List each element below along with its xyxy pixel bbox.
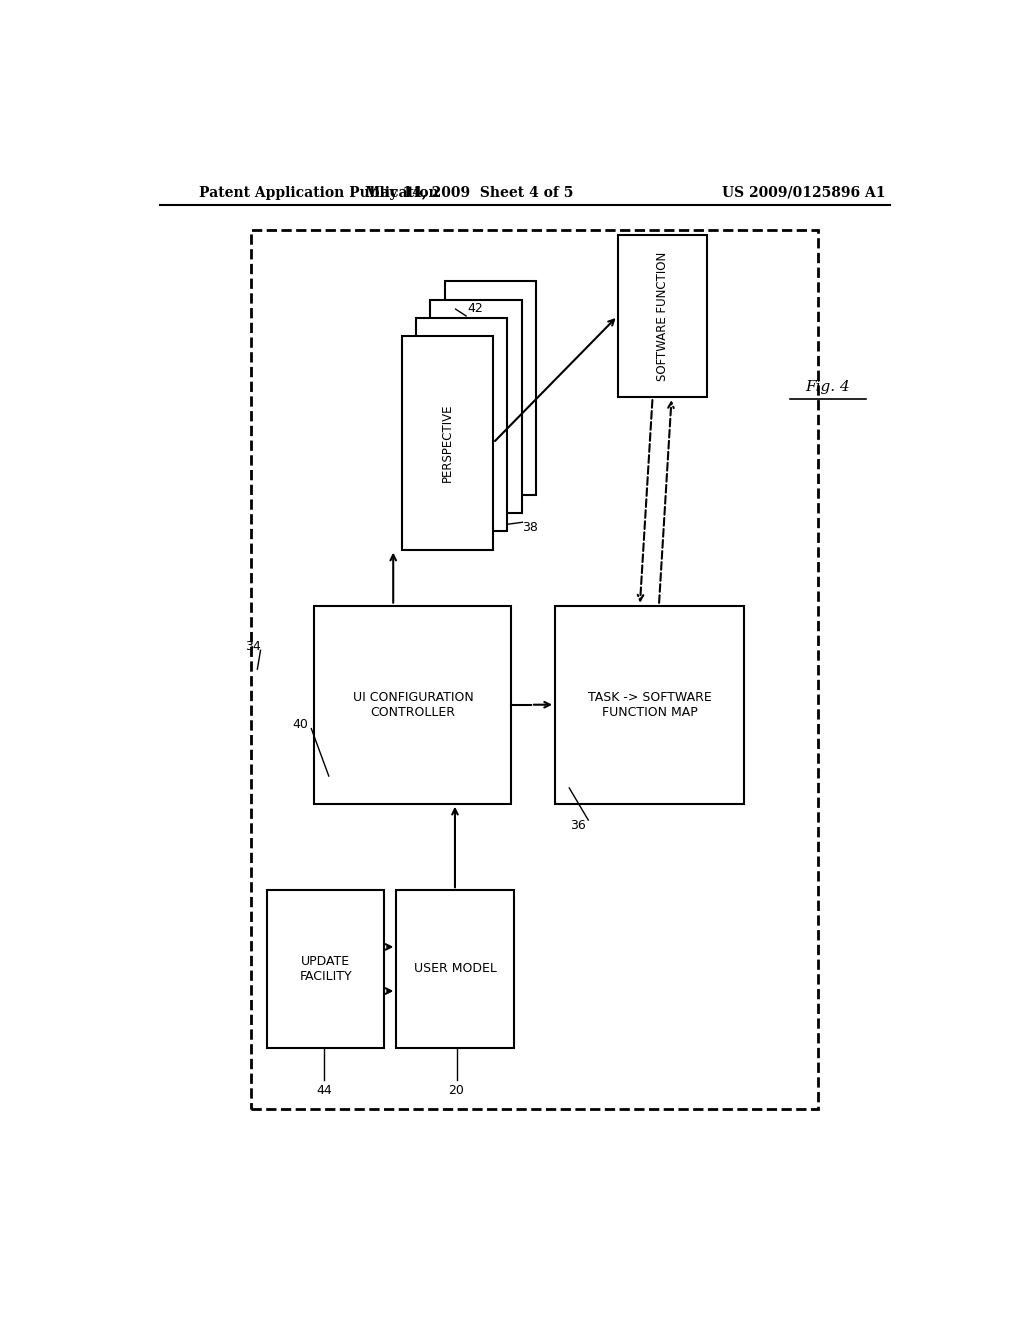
Bar: [416, 318, 507, 532]
Text: TASK -> SOFTWARE
FUNCTION MAP: TASK -> SOFTWARE FUNCTION MAP: [588, 690, 712, 718]
Text: US 2009/0125896 A1: US 2009/0125896 A1: [722, 186, 886, 199]
Text: 38: 38: [522, 521, 539, 533]
Text: UPDATE
FACILITY: UPDATE FACILITY: [299, 954, 352, 983]
Text: 34: 34: [245, 640, 260, 653]
Text: Fig. 4: Fig. 4: [806, 380, 850, 395]
Text: PERSPECTIVE: PERSPECTIVE: [441, 404, 454, 482]
Text: 20: 20: [449, 1084, 465, 1097]
Text: UI CONFIGURATION
CONTROLLER: UI CONFIGURATION CONTROLLER: [352, 690, 473, 718]
Bar: [401, 337, 494, 549]
Bar: [444, 281, 536, 495]
Text: PERSPECTIVE: PERSPECTIVE: [456, 385, 468, 463]
Text: 36: 36: [570, 818, 586, 832]
Text: USER MODEL: USER MODEL: [414, 962, 497, 975]
Bar: [251, 230, 818, 1109]
Text: 44: 44: [316, 1084, 332, 1097]
Text: SOFTWARE FUNCTION: SOFTWARE FUNCTION: [655, 251, 669, 380]
Text: PERSPECTIVE: PERSPECTIVE: [469, 367, 482, 446]
Text: PERSPECTIVE: PERSPECTIVE: [483, 348, 497, 428]
Text: 40: 40: [292, 718, 308, 731]
Text: Patent Application Publication: Patent Application Publication: [200, 186, 439, 199]
Text: 42: 42: [468, 302, 483, 315]
Bar: [430, 300, 521, 513]
Bar: [396, 890, 514, 1048]
Bar: [617, 235, 707, 397]
Bar: [314, 606, 511, 804]
Bar: [555, 606, 743, 804]
Bar: [267, 890, 384, 1048]
Text: May 14, 2009  Sheet 4 of 5: May 14, 2009 Sheet 4 of 5: [366, 186, 573, 199]
